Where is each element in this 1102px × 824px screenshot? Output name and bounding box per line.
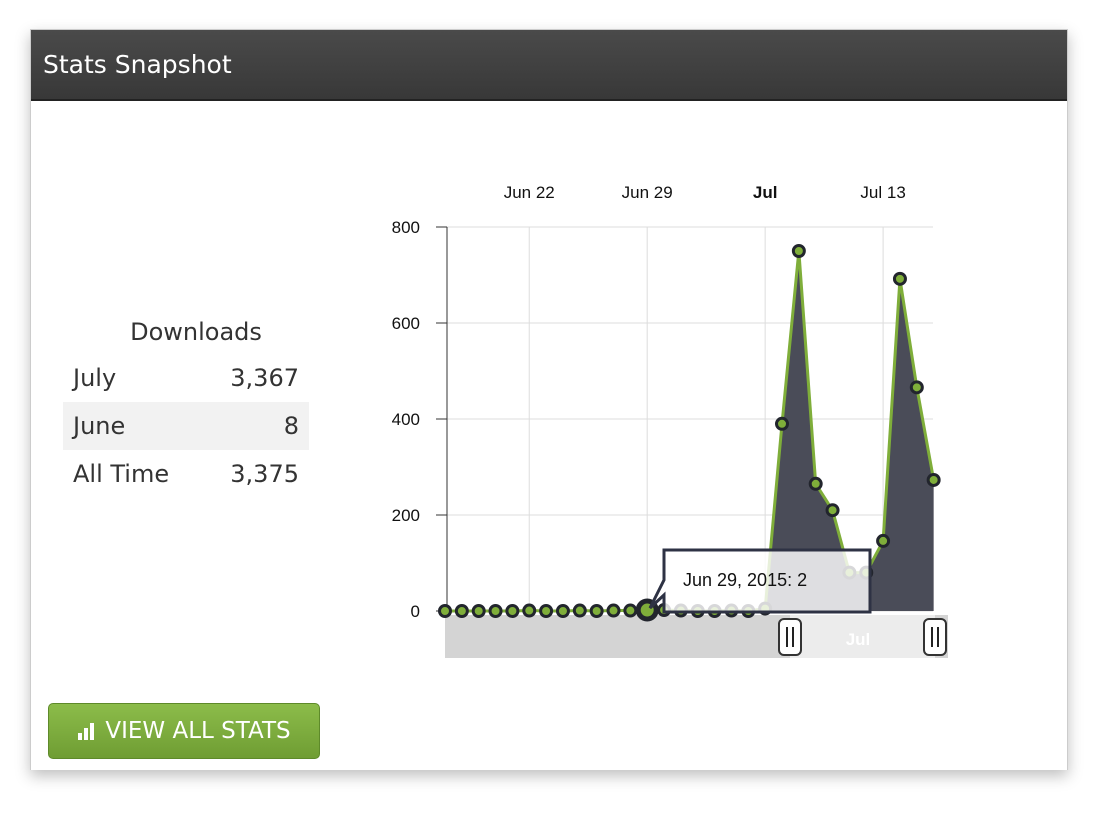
view-all-stats-button[interactable]: VIEW ALL STATS [48, 703, 320, 759]
navigator-handle[interactable] [923, 618, 947, 656]
downloads-row: All Time 3,375 [63, 450, 309, 498]
row-value: 3,367 [230, 364, 299, 392]
data-point [522, 603, 537, 618]
data-point [488, 604, 503, 618]
row-label: July [73, 364, 117, 392]
x-tick-label: Jun 29 [622, 183, 673, 202]
panel-title: Stats Snapshot [31, 30, 1067, 101]
data-point [471, 604, 486, 618]
data-point [505, 604, 520, 618]
row-label: All Time [73, 460, 170, 488]
data-point [892, 271, 907, 286]
data-point [909, 380, 924, 395]
button-label: VIEW ALL STATS [105, 718, 291, 744]
data-point [791, 244, 806, 258]
tooltip-box [648, 548, 872, 614]
tooltip-text: Jun 29, 2015: 2 [683, 570, 807, 590]
bar-chart-icon [78, 723, 95, 740]
x-tick-label: Jul [753, 183, 778, 202]
data-point [539, 604, 554, 618]
navigator-selection [790, 615, 935, 658]
data-point [926, 472, 941, 487]
data-point [589, 604, 604, 618]
data-point [438, 604, 452, 618]
data-point [825, 503, 840, 518]
data-point [808, 476, 823, 491]
data-point [572, 603, 587, 618]
data-point [775, 416, 789, 431]
downloads-row: July 3,367 [63, 354, 309, 402]
y-tick-label: 600 [392, 314, 420, 333]
data-point [606, 603, 621, 618]
downloads-title: Downloads [130, 318, 262, 346]
row-value: 8 [283, 412, 299, 440]
y-tick-label: 400 [392, 410, 420, 429]
data-point [623, 603, 638, 618]
x-tick-label: Jun 22 [504, 183, 555, 202]
y-tick-label: 800 [392, 218, 420, 237]
data-point [876, 533, 891, 548]
y-tick-label: 0 [411, 602, 420, 621]
row-value: 3,375 [230, 460, 299, 488]
row-label: June [73, 412, 126, 440]
downloads-table: Downloads July 3,367 June 8 All Time 3,375 [63, 318, 309, 498]
y-tick-label: 200 [392, 506, 420, 525]
data-point [454, 604, 469, 618]
navigator-handle[interactable] [778, 618, 802, 656]
area-fill [445, 251, 934, 611]
x-tick-label: Jul 13 [860, 183, 905, 202]
data-point [555, 604, 570, 618]
navigator-label: Jul [846, 630, 871, 649]
downloads-row: June 8 [63, 402, 309, 450]
